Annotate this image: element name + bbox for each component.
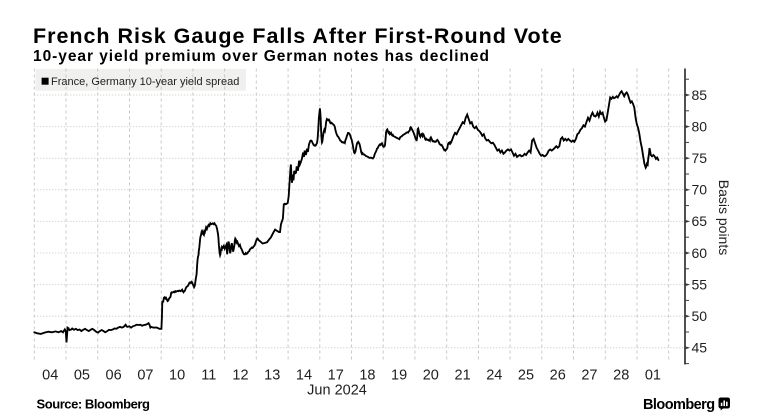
svg-text:05: 05 [74, 368, 90, 384]
svg-text:12: 12 [232, 368, 248, 384]
svg-text:20: 20 [423, 368, 439, 384]
svg-text:France, Germany 10-year yield: France, Germany 10-year yield spread [51, 76, 239, 88]
svg-text:18: 18 [359, 368, 375, 384]
svg-text:50: 50 [692, 308, 708, 324]
svg-text:14: 14 [296, 368, 312, 384]
svg-text:11: 11 [201, 368, 216, 384]
svg-text:13: 13 [264, 368, 280, 384]
svg-text:60: 60 [692, 245, 708, 261]
svg-text:07: 07 [137, 368, 153, 384]
svg-text:Source: Bloomberg: Source: Bloomberg [37, 397, 150, 412]
svg-text:19: 19 [391, 368, 407, 384]
svg-text:Jun 2024: Jun 2024 [307, 383, 367, 399]
svg-text:45: 45 [692, 340, 708, 356]
svg-text:Bloomberg: Bloomberg [643, 397, 715, 413]
svg-text:25: 25 [518, 368, 534, 384]
svg-text:28: 28 [613, 368, 629, 384]
svg-text:04: 04 [42, 368, 58, 384]
svg-text:85: 85 [692, 87, 708, 103]
svg-text:17: 17 [328, 368, 344, 384]
svg-text:21: 21 [455, 368, 471, 384]
svg-text:24: 24 [486, 368, 502, 384]
svg-text:70: 70 [692, 182, 708, 198]
svg-text:65: 65 [692, 213, 708, 229]
svg-text:01: 01 [645, 368, 661, 384]
svg-text:55: 55 [692, 276, 708, 292]
svg-text:27: 27 [581, 368, 597, 384]
svg-text:10-year yield premium over Ger: 10-year yield premium over German notes … [33, 48, 490, 65]
svg-text:80: 80 [692, 118, 708, 134]
svg-text:06: 06 [106, 368, 122, 384]
svg-text:Basis points: Basis points [716, 180, 732, 255]
svg-text:10: 10 [169, 368, 185, 384]
svg-text:75: 75 [692, 150, 708, 166]
svg-text:26: 26 [550, 368, 566, 384]
svg-text:French Risk Gauge Falls After: French Risk Gauge Falls After First-Roun… [33, 24, 563, 48]
